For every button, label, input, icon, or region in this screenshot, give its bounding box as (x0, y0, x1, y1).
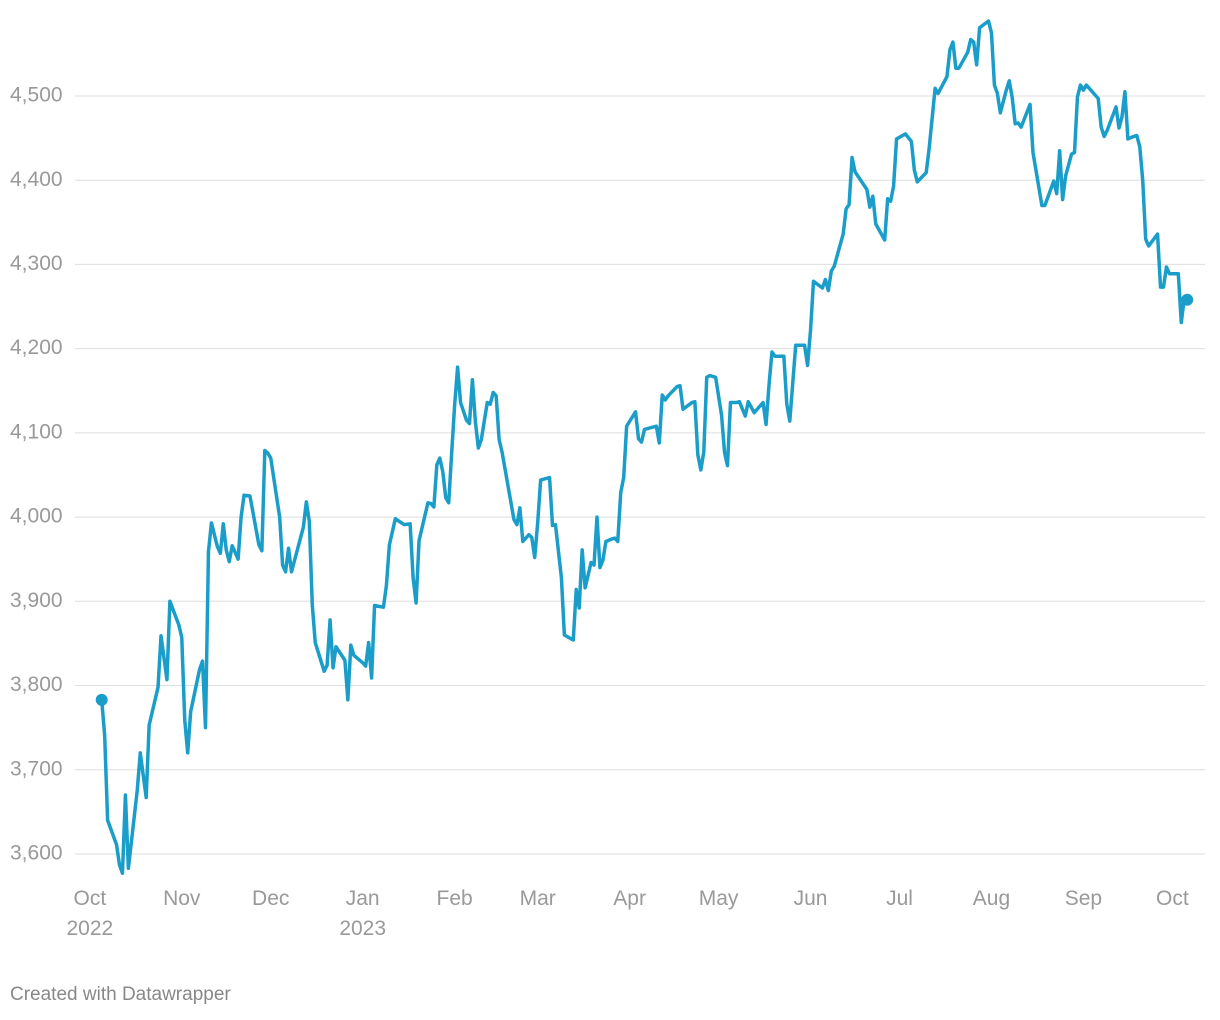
x-tick-label: Aug (972, 887, 1011, 910)
y-tick-label: 4,300 (10, 252, 63, 275)
line (99, 19, 1188, 876)
x-tick-label: Jan 2023 (339, 887, 387, 940)
end-marker (1181, 293, 1194, 306)
x-tick-label: Oct 2022 (66, 887, 114, 940)
end-marker (95, 693, 108, 706)
y-tick-label: 4,500 (10, 84, 63, 107)
x-tick-label: Jun (793, 887, 828, 910)
x-tick-label: Jul (886, 887, 913, 910)
x-tick-label: Feb (436, 887, 473, 910)
x-tick-label: Nov (163, 887, 201, 910)
y-tick-label: 3,700 (10, 757, 63, 780)
y-tick-label: 3,800 (10, 673, 63, 696)
footer: Created with Datawrapper (10, 984, 231, 1005)
y-tick-label: 4,400 (10, 168, 63, 191)
y-tick-label: 3,600 (10, 841, 63, 864)
x-tick-label: Mar (519, 887, 556, 910)
y-tick-label: 4,000 (10, 505, 63, 528)
y-tick-label: 4,200 (10, 336, 63, 359)
x-tick-label: Dec (252, 887, 290, 910)
y-tick-label: 3,900 (10, 589, 63, 612)
x-tick-label: Apr (613, 887, 646, 910)
y-tick-label: 4,100 (10, 420, 63, 443)
x-tick-label: Sep (1064, 887, 1103, 910)
x-tick-label: Oct (1156, 887, 1189, 910)
x-tick-label: May (698, 887, 739, 910)
